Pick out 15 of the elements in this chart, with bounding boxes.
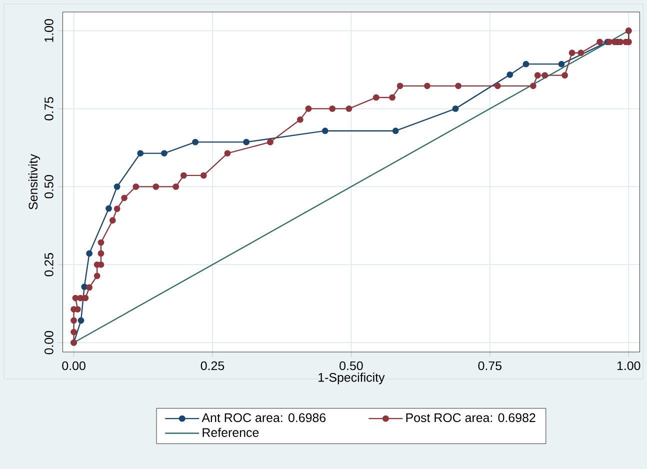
legend-label: Reference <box>202 428 259 437</box>
x-tick-label: 0.25 <box>200 361 224 370</box>
y-tick-label: 0.25 <box>44 253 54 276</box>
y-tick-label: 1.00 <box>44 19 54 42</box>
x-tick-label: 0.50 <box>340 361 363 370</box>
legend-label: Ant ROC area: 0.6986 <box>202 413 326 422</box>
x-tick-label: 0.75 <box>478 361 502 370</box>
y-tick-label: 0.50 <box>44 175 54 198</box>
x-axis-title: 1-Specificity <box>318 372 385 384</box>
y-tick-label: 0.75 <box>44 97 54 120</box>
legend-label: Post ROC area: 0.6982 <box>406 413 536 422</box>
x-tick-label: 0.00 <box>62 361 86 370</box>
x-tick-label: 1.00 <box>617 361 640 370</box>
y-tick-label: 0.00 <box>44 331 54 354</box>
y-axis-title: Sensitivity <box>28 154 40 210</box>
